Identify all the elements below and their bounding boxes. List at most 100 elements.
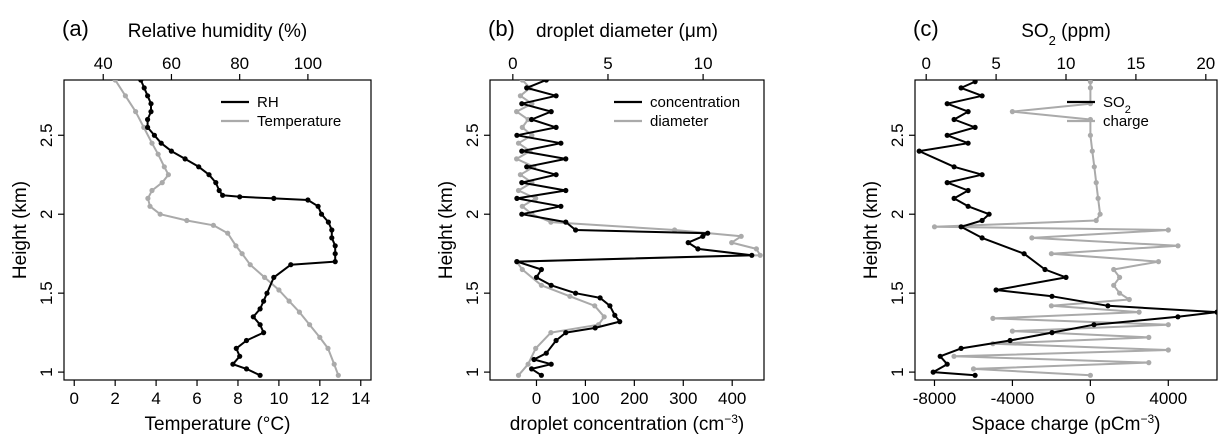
legend-label: concentration: [650, 94, 740, 111]
data-point: [257, 372, 263, 378]
data-point: [1007, 337, 1013, 344]
data-point: [951, 164, 957, 170]
data-point: [1111, 266, 1117, 273]
data-point: [1165, 322, 1171, 328]
data-point: [315, 203, 321, 209]
series-line-concentration: [515, 80, 753, 377]
x-top-tick-label: 10: [694, 54, 713, 73]
data-point: [958, 345, 964, 351]
plot-frame: [489, 79, 765, 381]
data-point: [951, 353, 957, 359]
data-point: [133, 109, 139, 115]
data-point: [145, 195, 151, 201]
data-point: [1111, 282, 1117, 288]
y-axis-title: Height (km): [861, 181, 882, 279]
x-bottom-tick-label: 100: [571, 389, 599, 408]
x-bottom-tick-label: 0: [69, 389, 78, 408]
x-top-axis-title: SO2 (ppm): [1021, 21, 1111, 48]
x-bottom-tick-label: 4000: [1149, 389, 1187, 408]
x-bottom-tick-label: 0: [1086, 389, 1095, 408]
data-point: [970, 366, 977, 372]
data-point: [563, 330, 569, 336]
data-point: [210, 222, 216, 228]
data-point: [1165, 347, 1171, 353]
y-tick-label: 1.5: [888, 281, 907, 305]
series-diameter: [514, 80, 763, 378]
data-point: [1093, 180, 1099, 186]
data-point: [1146, 360, 1152, 366]
data-point: [529, 132, 535, 138]
data-point: [1042, 266, 1048, 273]
legend: concentration diameter: [614, 94, 740, 130]
data-point: [592, 303, 598, 309]
data-point: [271, 274, 277, 280]
data-point: [165, 172, 171, 178]
data-point: [548, 282, 554, 288]
data-point: [700, 233, 706, 239]
panel-label: (a): [62, 16, 89, 41]
data-point: [965, 187, 971, 194]
data-point: [563, 187, 569, 194]
data-point: [247, 262, 253, 268]
data-point: [597, 295, 603, 301]
data-point: [738, 233, 744, 239]
data-point: [1021, 251, 1027, 257]
data-point: [538, 266, 545, 273]
data-point: [1087, 372, 1093, 378]
data-point: [617, 319, 623, 325]
data-point: [141, 124, 147, 130]
data-point: [538, 372, 545, 378]
data-point: [206, 172, 212, 178]
data-point: [161, 164, 167, 170]
data-point: [958, 85, 964, 91]
data-point: [250, 314, 256, 320]
x-top-tick-label: 0: [508, 54, 517, 73]
data-point: [149, 140, 155, 146]
data-point: [705, 230, 711, 236]
legend-label: charge: [1103, 113, 1149, 130]
data-point: [262, 274, 268, 280]
data-point: [1087, 132, 1093, 138]
data-point: [264, 290, 270, 296]
data-point: [937, 353, 943, 359]
data-point: [145, 124, 151, 130]
x-top-tick-label: 80: [230, 54, 249, 73]
data-point: [216, 187, 222, 194]
legend: RH Temperature: [221, 94, 341, 130]
data-point: [592, 325, 598, 331]
data-point: [147, 203, 153, 209]
x-top-tick-label: 20: [1196, 54, 1215, 73]
data-point: [517, 93, 524, 99]
data-point: [685, 240, 691, 246]
data-point: [257, 306, 263, 312]
data-point: [519, 148, 525, 154]
series-concentration: [514, 80, 755, 378]
data-point: [1117, 274, 1123, 280]
y-tick-label: 2: [37, 209, 56, 218]
panel-label: (b): [488, 16, 515, 41]
x-top-tick-label: 100: [294, 54, 322, 73]
data-point: [972, 372, 978, 378]
x-bottom-tick-label: 400: [718, 389, 746, 408]
data-point: [930, 369, 936, 375]
x-bottom-tick-label: 14: [351, 389, 370, 408]
data-point: [296, 309, 302, 315]
x-top-axis-title: Relative humidity (%): [128, 21, 308, 42]
y-tick-label: 2.5: [37, 123, 56, 147]
data-point: [1097, 211, 1103, 217]
data-point: [519, 124, 525, 130]
data-point: [543, 80, 549, 83]
data-point: [548, 361, 554, 367]
panel-a: 1 1.5 2 2.5 Height (km) 0 2 4 6 8 10 12 14 Temperatur…: [10, 16, 372, 435]
data-point: [524, 164, 530, 170]
data-point: [329, 235, 335, 241]
data-point: [184, 217, 190, 224]
plot-frame: [63, 79, 372, 381]
y-tick-label: 1: [888, 367, 907, 376]
data-point: [1091, 322, 1097, 328]
data-point: [138, 80, 144, 83]
data-point: [243, 366, 250, 372]
data-point: [672, 227, 678, 233]
data-point: [243, 337, 250, 344]
